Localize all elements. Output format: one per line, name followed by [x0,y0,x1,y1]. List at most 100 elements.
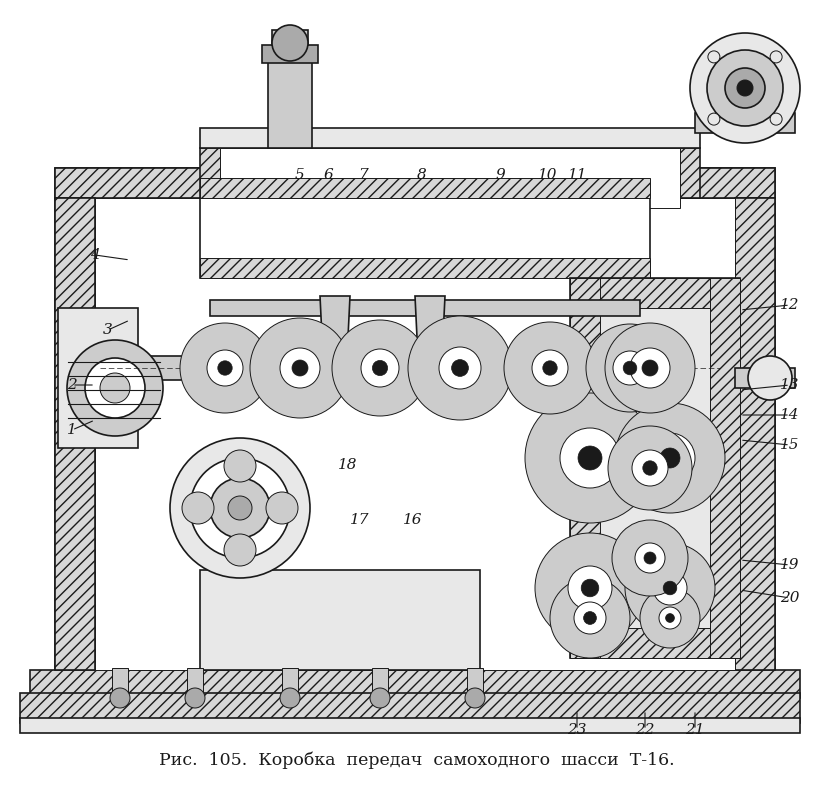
Circle shape [280,688,300,708]
Bar [710,101,780,113]
Circle shape [207,350,243,386]
Polygon shape [710,278,740,658]
Text: 3: 3 [103,323,113,337]
Circle shape [532,350,568,386]
Circle shape [210,478,270,538]
Circle shape [708,113,720,125]
Polygon shape [200,148,700,198]
Text: 19: 19 [781,558,800,572]
Circle shape [372,360,387,376]
Circle shape [640,588,700,648]
Circle shape [451,359,468,377]
Circle shape [170,438,310,578]
Polygon shape [570,628,740,658]
Polygon shape [30,670,800,698]
Polygon shape [200,178,650,198]
Text: 16: 16 [403,513,423,527]
Text: 23: 23 [567,723,586,737]
Circle shape [608,426,692,510]
Circle shape [408,316,512,420]
Circle shape [266,492,298,524]
Circle shape [280,348,320,388]
Circle shape [224,534,256,566]
Circle shape [217,361,232,375]
Circle shape [605,323,695,413]
Text: 13: 13 [781,378,800,392]
Text: 2: 2 [67,378,77,392]
Circle shape [465,688,485,708]
Circle shape [586,324,674,412]
Circle shape [612,520,688,596]
Circle shape [574,602,606,634]
Text: 22: 22 [636,723,655,737]
Circle shape [85,358,145,418]
Bar [570,278,740,658]
Circle shape [535,533,645,643]
Bar [272,30,308,45]
Bar [200,198,650,278]
Circle shape [748,356,792,400]
Bar [467,668,483,698]
Circle shape [224,450,256,482]
Circle shape [725,68,765,108]
Bar [220,148,680,208]
Circle shape [110,688,130,708]
Circle shape [643,461,657,475]
Bar [58,308,138,448]
Text: 6: 6 [323,168,333,182]
Circle shape [584,611,596,624]
Text: 20: 20 [781,591,800,605]
Circle shape [635,543,665,573]
Text: Рис.  105.  Коробка  передач  самоходного  шасси  Т-16.: Рис. 105. Коробка передач самоходного ша… [159,751,674,769]
Circle shape [67,340,163,436]
Bar [268,58,312,148]
Text: 17: 17 [350,513,370,527]
Polygon shape [570,278,740,308]
Bar [210,300,640,316]
Polygon shape [735,198,775,670]
Circle shape [504,322,596,414]
Circle shape [182,492,214,524]
Polygon shape [55,168,775,198]
Polygon shape [320,296,350,358]
Circle shape [771,51,782,63]
Circle shape [180,323,270,413]
Circle shape [190,458,290,558]
Text: 4: 4 [90,248,100,262]
Bar [95,198,735,670]
Text: 11: 11 [568,168,588,182]
Polygon shape [200,258,650,278]
Circle shape [771,113,782,125]
Circle shape [737,80,753,96]
Circle shape [663,582,676,595]
Bar [187,668,203,698]
Circle shape [632,450,668,486]
Text: 18: 18 [338,458,357,472]
Circle shape [272,25,308,61]
Circle shape [250,318,350,418]
Circle shape [708,51,720,63]
Circle shape [578,446,602,470]
Bar [112,668,128,698]
Circle shape [630,348,670,388]
Bar [282,668,298,698]
Circle shape [361,349,399,387]
Circle shape [623,361,636,375]
Text: 14: 14 [781,408,800,422]
Circle shape [185,688,205,708]
Circle shape [644,552,656,564]
Bar [20,693,800,723]
Circle shape [642,360,658,376]
Bar [55,168,775,698]
Bar [262,45,318,63]
Circle shape [550,578,630,658]
Circle shape [690,33,800,143]
Circle shape [581,579,599,597]
Circle shape [100,373,130,403]
Circle shape [543,361,557,375]
Circle shape [292,360,308,376]
Circle shape [525,393,655,523]
Circle shape [707,50,783,126]
Bar [695,113,795,133]
Circle shape [228,496,252,520]
